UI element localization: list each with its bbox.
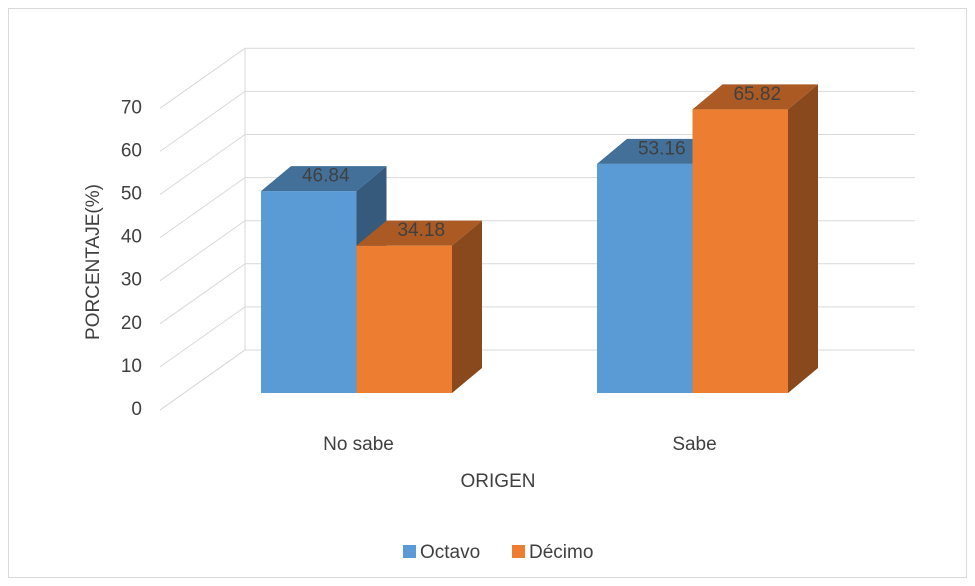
y-tick-label: 50 [121,184,142,205]
chart-frame [8,8,967,578]
data-label: 34.18 [397,220,445,241]
bar-front [692,109,788,394]
data-label: 65.82 [733,84,781,105]
data-label: 46.84 [302,166,350,187]
x-tick-label: Sabe [672,434,716,455]
legend-swatch [512,545,525,558]
legend-swatch [403,545,416,558]
bar-top [356,220,482,246]
x-axis-title: ORIGEN [461,471,536,492]
bar-top [692,84,818,110]
bar-top [597,138,723,164]
data-label: 53.16 [638,138,686,159]
legend-label: Octavo [420,542,480,563]
y-tick-label: 30 [121,270,142,291]
x-tick-label: No sabe [323,434,394,455]
y-tick-label: 60 [121,140,142,161]
y-tick-label: 40 [121,227,142,248]
y-tick-label: 70 [121,97,142,118]
bar-top [261,166,387,192]
y-tick-label: 20 [121,313,142,334]
bar-front [597,163,693,393]
bar-front [356,245,452,393]
y-axis-title: PORCENTAJE(%) [83,184,104,340]
y-tick-label: 10 [121,356,142,377]
y-tick-label: 0 [131,399,142,420]
bar-front [261,191,357,393]
bar-side [788,84,818,394]
bar-side [452,220,482,393]
legend-label: Décimo [529,542,593,563]
